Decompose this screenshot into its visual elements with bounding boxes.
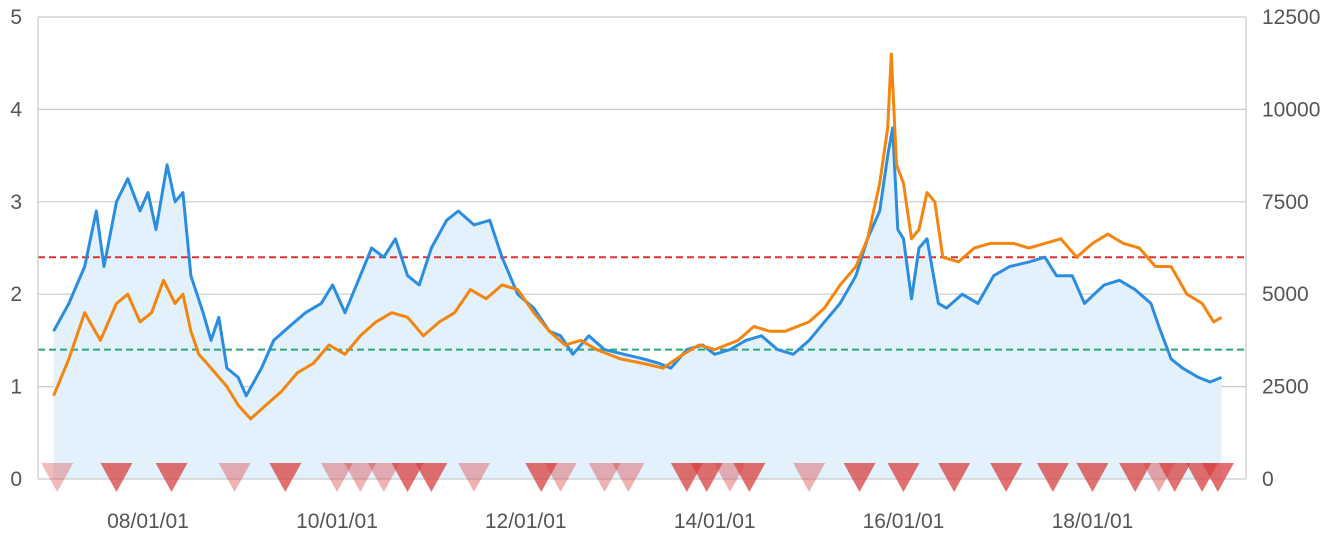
event-marker-25 — [1036, 463, 1069, 492]
series-1-area — [53, 127, 1222, 480]
event-marker-13 — [544, 463, 577, 492]
x-tick-label: 10/01/01 — [296, 510, 378, 533]
y-right-tick-label: 7500 — [1262, 191, 1309, 214]
y-right-tick-label: 0 — [1262, 468, 1274, 491]
event-marker-9 — [391, 463, 424, 492]
y-left-tick-label: 5 — [10, 6, 22, 29]
event-marker-26 — [1076, 463, 1109, 492]
x-tick-label: 12/01/01 — [485, 510, 567, 533]
event-marker-17 — [690, 463, 723, 492]
event-marker-8 — [367, 463, 400, 492]
event-markers — [41, 463, 1234, 492]
event-marker-12 — [525, 463, 558, 492]
event-marker-21 — [843, 463, 876, 492]
event-marker-7 — [344, 463, 377, 492]
series-2-line — [52, 52, 1223, 421]
event-marker-1 — [41, 463, 74, 492]
y-axis-right-ticks: 0 2500 5000 7500 10000 12500 — [1262, 6, 1320, 491]
event-marker-23 — [938, 463, 971, 492]
y-left-tick-label: 3 — [10, 191, 22, 214]
y-right-tick-label: 12500 — [1262, 6, 1320, 29]
y-right-tick-label: 10000 — [1262, 98, 1320, 121]
event-marker-29 — [1158, 463, 1191, 492]
axes — [37, 17, 1247, 480]
event-marker-4 — [218, 463, 251, 492]
x-tick-label: 18/01/01 — [1052, 510, 1134, 533]
event-marker-3 — [155, 463, 188, 492]
x-axis-ticks: 08/01/01 10/01/01 12/01/01 14/01/01 16/01/01… — [107, 510, 1133, 533]
series-1-line — [52, 126, 1223, 398]
event-marker-10 — [415, 463, 448, 492]
event-marker-27 — [1119, 463, 1152, 492]
event-marker-19 — [733, 463, 766, 492]
event-marker-20 — [793, 463, 826, 492]
y-right-tick-label: 5000 — [1262, 283, 1309, 306]
event-marker-6 — [321, 463, 353, 492]
y-left-tick-label: 0 — [10, 468, 22, 491]
series-area-fill — [53, 127, 1222, 480]
y-axis-left-ticks: 0 1 2 3 4 5 — [10, 6, 22, 491]
y-left-tick-label: 1 — [10, 376, 22, 399]
y-right-tick-label: 2500 — [1262, 376, 1309, 399]
event-marker-15 — [612, 463, 645, 492]
y-left-tick-label: 2 — [10, 283, 22, 306]
series-lines — [52, 52, 1223, 421]
event-marker-5 — [269, 463, 302, 492]
y-left-tick-label: 4 — [10, 98, 22, 121]
x-tick-label: 08/01/01 — [107, 510, 189, 533]
event-marker-31 — [1201, 463, 1234, 492]
event-marker-2 — [100, 463, 133, 492]
x-tick-label: 14/01/01 — [674, 510, 756, 533]
event-marker-24 — [990, 463, 1023, 492]
event-marker-22 — [887, 463, 920, 492]
x-tick-label: 16/01/01 — [863, 510, 945, 533]
event-marker-14 — [588, 463, 621, 492]
event-marker-11 — [458, 463, 491, 492]
